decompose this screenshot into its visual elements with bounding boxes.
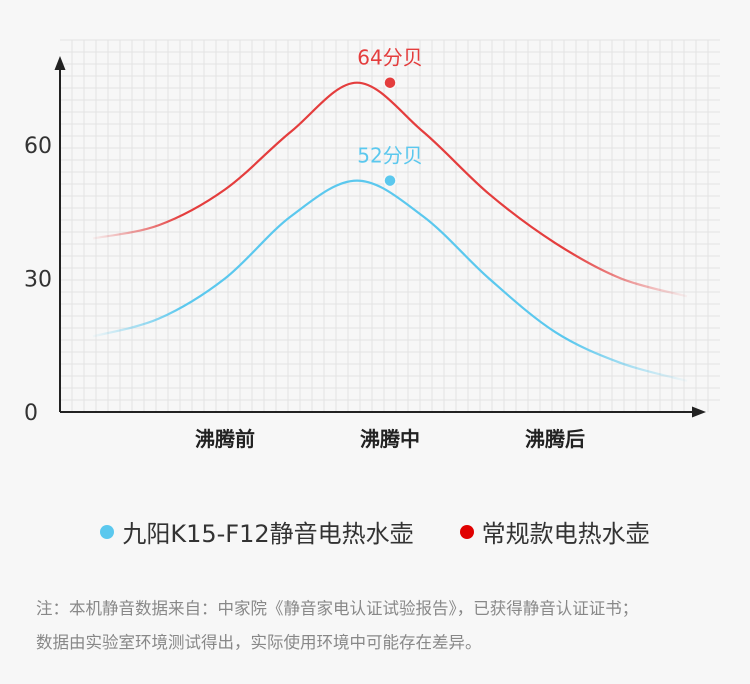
x-category-label-2: 沸腾中 (360, 427, 420, 451)
noise-chart: 0 30 60 沸腾前 沸腾中 沸腾后 52分贝 64分贝 (24, 39, 720, 451)
note-line-1: 注：本机静音数据来自：中家院《静音家电认证试验报告》，已获得静音认证证书； (36, 599, 639, 618)
legend-item-regular: 常规款电热水壶 (459, 514, 650, 549)
y-tick-label-30: 30 (24, 268, 52, 293)
peak-label-1: 64分贝 (357, 46, 422, 70)
legend-label-regular: 常规款电热水壶 (481, 520, 650, 548)
peak-point-0 (383, 173, 397, 188)
series-line-1 (92, 81, 688, 298)
noise-line-chart: 0 30 60 沸腾前 沸腾中 沸腾后 52分贝 64分贝 (24, 39, 720, 451)
chart-grid (60, 39, 720, 412)
series-layer (92, 81, 688, 382)
x-category-label-1: 沸腾前 (195, 427, 255, 451)
note-line-2: 数据由实验室环境测试得出，实际使用环境中可能存在差异。 (36, 633, 482, 652)
legend-label-joyoung: 九阳K15-F12静音电热水壶 (122, 520, 414, 548)
y-tick-label-60: 60 (24, 134, 52, 159)
legend-dot-regular (459, 524, 474, 539)
peak-label-0: 52分贝 (357, 144, 422, 168)
y-tick-label-0: 0 (24, 401, 38, 426)
x-category-label-3: 沸腾后 (525, 427, 585, 451)
legend-dot-joyoung (100, 524, 115, 539)
test-data-note: 注：本机静音数据来自：中家院《静音家电认证试验报告》，已获得静音认证证书； 数据… (36, 592, 726, 660)
x-axis-arrow (692, 406, 706, 418)
labels-layer: 0 30 60 沸腾前 沸腾中 沸腾后 52分贝 64分贝 (24, 46, 585, 451)
series-line-0 (92, 179, 688, 382)
y-axis-arrow (54, 56, 66, 70)
legend-item-joyoung: 九阳K15-F12静音电热水壶 (100, 514, 414, 549)
chart-axes (54, 56, 706, 418)
chart-legend: 九阳K15-F12静音电热水壶 常规款电热水壶 (0, 514, 750, 549)
peak-point-1 (383, 75, 397, 90)
